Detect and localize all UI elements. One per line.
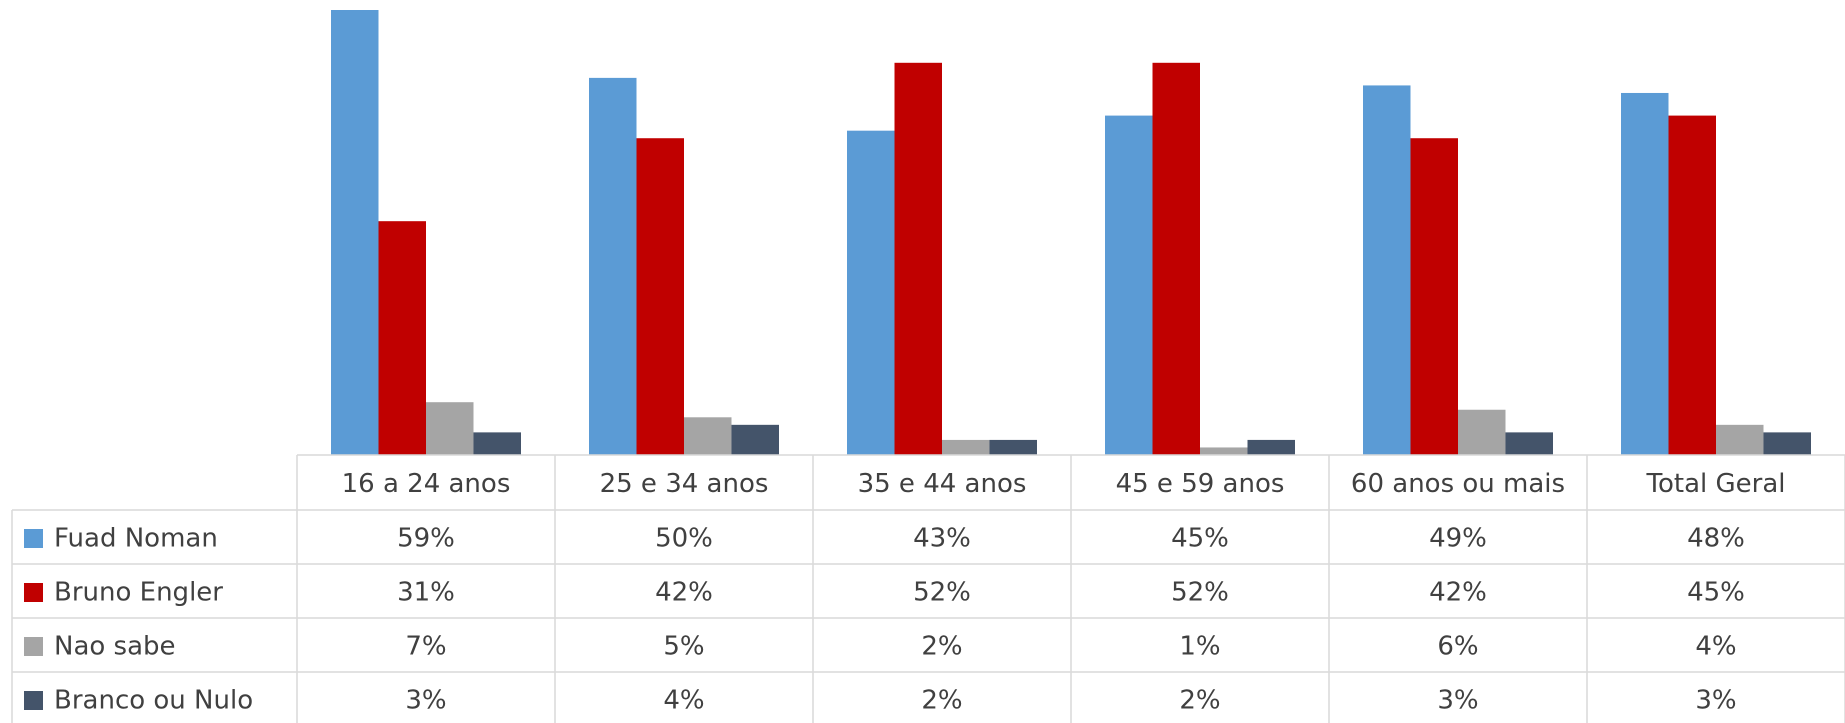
- bar: [1763, 432, 1811, 455]
- category-label: 25 e 34 anos: [600, 469, 769, 499]
- data-label: 2%: [1179, 686, 1220, 716]
- data-label: 59%: [397, 524, 455, 554]
- bar: [1363, 85, 1411, 455]
- bar: [1458, 409, 1506, 455]
- bar: [331, 10, 379, 455]
- data-label: 52%: [1171, 578, 1229, 608]
- category-label: 45 e 59 anos: [1116, 469, 1285, 499]
- data-label: 2%: [921, 686, 962, 716]
- data-label: 50%: [655, 524, 713, 554]
- bar: [989, 439, 1037, 455]
- legend-swatch: [24, 691, 43, 710]
- bar: [1247, 439, 1295, 455]
- legend-swatch: [24, 529, 43, 548]
- data-label: 43%: [913, 524, 971, 554]
- data-label: 52%: [913, 578, 971, 608]
- data-label: 4%: [1695, 632, 1736, 662]
- bar: [473, 432, 521, 455]
- data-label: 3%: [1437, 686, 1478, 716]
- data-label: 4%: [663, 686, 704, 716]
- data-label: 3%: [1695, 686, 1736, 716]
- data-label: 1%: [1179, 632, 1220, 662]
- data-label: 42%: [655, 578, 713, 608]
- category-label: Total Geral: [1646, 469, 1786, 499]
- legend-label: Nao sabe: [54, 632, 176, 662]
- bar: [1200, 447, 1248, 455]
- bar: [1152, 62, 1200, 456]
- data-label: 48%: [1687, 524, 1745, 554]
- category-label: 35 e 44 anos: [858, 469, 1027, 499]
- bar: [1621, 92, 1669, 456]
- data-label: 45%: [1687, 578, 1745, 608]
- bar: [731, 424, 779, 455]
- data-label: 6%: [1437, 632, 1478, 662]
- legend-label: Branco ou Nulo: [54, 686, 253, 716]
- data-label: 2%: [921, 632, 962, 662]
- category-label: 16 a 24 anos: [342, 469, 511, 499]
- bar: [426, 402, 474, 455]
- bar: [1410, 138, 1458, 455]
- bar: [942, 439, 990, 455]
- bar: [636, 138, 684, 455]
- data-label: 42%: [1429, 578, 1487, 608]
- legend-label: Bruno Engler: [54, 578, 223, 608]
- data-label: 45%: [1171, 524, 1229, 554]
- data-label: 7%: [405, 632, 446, 662]
- bar: [1505, 432, 1553, 455]
- bar: [1668, 115, 1716, 455]
- bar: [1105, 115, 1153, 455]
- bar: [378, 221, 426, 455]
- bar: [684, 417, 732, 455]
- data-label: 5%: [663, 632, 704, 662]
- bar: [1716, 424, 1764, 455]
- legend-swatch: [24, 637, 43, 656]
- data-label: 49%: [1429, 524, 1487, 554]
- data-label: 3%: [405, 686, 446, 716]
- bar: [894, 62, 942, 456]
- legend-swatch: [24, 583, 43, 602]
- bar: [847, 130, 895, 455]
- category-label: 60 anos ou mais: [1351, 469, 1565, 499]
- data-label: 31%: [397, 578, 455, 608]
- legend-label: Fuad Noman: [54, 524, 218, 554]
- bar: [589, 77, 637, 456]
